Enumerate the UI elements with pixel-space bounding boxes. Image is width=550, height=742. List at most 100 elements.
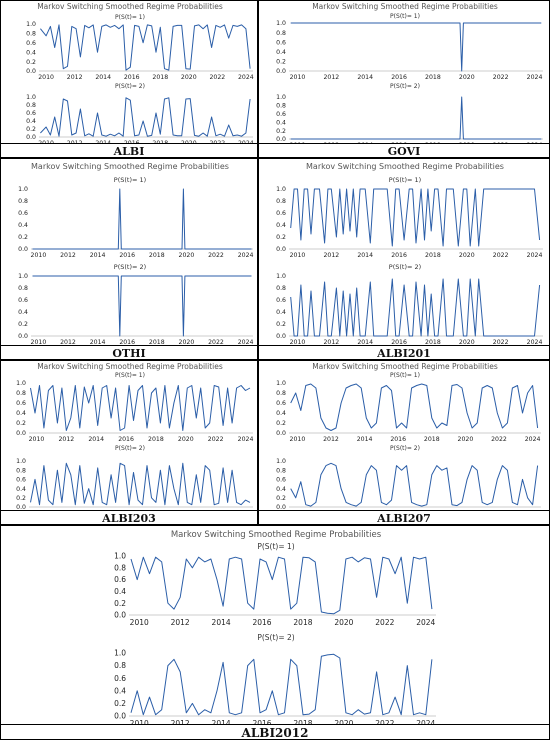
y-tick-label: 0.0 bbox=[26, 68, 36, 75]
y-tick-label: 0.4 bbox=[16, 486, 26, 493]
y-tick-label: 0.2 bbox=[114, 699, 126, 708]
y-tick-label: 1.0 bbox=[18, 186, 28, 193]
x-tick-label: 2024 bbox=[238, 140, 254, 143]
panel-title: P(S(t)= 1) bbox=[389, 176, 421, 184]
x-tick-label: 2016 bbox=[391, 74, 407, 81]
chart-title: Markov Switching Smoothed Regime Probabi… bbox=[171, 530, 382, 540]
x-tick-label: 2012 bbox=[323, 339, 339, 345]
x-tick-label: 2016 bbox=[119, 252, 135, 259]
x-tick-label: 2018 bbox=[425, 252, 441, 259]
x-tick-label: 2018 bbox=[293, 618, 312, 627]
x-tick-label: 2022 bbox=[208, 339, 224, 345]
x-tick-label: 2024 bbox=[527, 74, 543, 81]
chart-title: Markov Switching Smoothed Regime Probabi… bbox=[37, 362, 223, 371]
chart-svg: Markov Switching Smoothed Regime Probabi… bbox=[276, 362, 541, 510]
y-tick-label: 0.0 bbox=[114, 712, 126, 721]
y-tick-label: 0.2 bbox=[276, 495, 286, 502]
x-tick-label: 2018 bbox=[293, 719, 312, 724]
x-tick-label: 2022 bbox=[375, 618, 394, 627]
x-tick-label: 2020 bbox=[459, 252, 475, 259]
panel-title: P(S(t)= 2) bbox=[389, 263, 421, 271]
y-tick-label: 0.2 bbox=[26, 126, 36, 133]
y-tick-label: 0.2 bbox=[114, 599, 126, 608]
y-tick-label: 0.8 bbox=[276, 198, 286, 205]
y-tick-label: 0.2 bbox=[16, 495, 26, 502]
x-tick-label: 2016 bbox=[124, 140, 140, 143]
y-tick-label: 0.0 bbox=[276, 333, 286, 340]
chart-cell-govi: Markov Switching Smoothed Regime Probabi… bbox=[258, 0, 550, 158]
series-line bbox=[130, 556, 433, 615]
chart-cell-albi201: Markov Switching Smoothed Regime Probabi… bbox=[258, 158, 550, 360]
y-tick-label: 0.6 bbox=[276, 477, 286, 484]
x-tick-label: 2022 bbox=[493, 339, 509, 345]
chart-caption: GOVI bbox=[259, 143, 549, 160]
chart-caption: ALBI207 bbox=[259, 510, 549, 527]
x-tick-label: 2020 bbox=[179, 252, 195, 259]
y-tick-label: 0.4 bbox=[276, 309, 286, 316]
y-tick-label: 1.0 bbox=[114, 552, 126, 561]
y-tick-label: 0.8 bbox=[276, 390, 286, 397]
x-tick-label: 2024 bbox=[525, 436, 541, 443]
y-tick-label: 0.4 bbox=[276, 486, 286, 493]
panel-title: P(S(t)= 2) bbox=[257, 633, 294, 642]
y-tick-label: 0.8 bbox=[18, 285, 28, 292]
y-tick-label: 0.8 bbox=[26, 31, 36, 38]
y-tick-label: 0.4 bbox=[18, 222, 28, 229]
x-tick-label: 2010 bbox=[130, 618, 149, 627]
x-tick-label: 2014 bbox=[90, 252, 106, 259]
x-tick-label: 2014 bbox=[357, 74, 373, 81]
x-tick-label: 2014 bbox=[95, 140, 111, 143]
y-tick-label: 0.8 bbox=[26, 102, 36, 109]
x-tick-label: 2022 bbox=[208, 436, 224, 443]
chart-title: Markov Switching Smoothed Regime Probabi… bbox=[31, 162, 229, 171]
chart-caption: OTHI bbox=[1, 345, 257, 362]
x-tick-label: 2012 bbox=[67, 74, 83, 81]
x-tick-label: 2018 bbox=[152, 74, 168, 81]
x-tick-label: 2016 bbox=[252, 618, 271, 627]
x-tick-label: 2012 bbox=[323, 74, 339, 81]
chart-title: Markov Switching Smoothed Regime Probabi… bbox=[312, 2, 498, 11]
y-tick-label: 1.0 bbox=[276, 458, 286, 465]
x-tick-label: 2012 bbox=[58, 436, 74, 443]
x-tick-label: 2020 bbox=[179, 339, 195, 345]
x-tick-label: 2018 bbox=[425, 142, 441, 143]
panel-title: P(S(t)= 1) bbox=[115, 14, 145, 21]
x-tick-label: 2010 bbox=[290, 74, 306, 81]
x-tick-label: 2024 bbox=[527, 252, 543, 259]
y-tick-label: 0.0 bbox=[16, 504, 26, 510]
series-line bbox=[32, 188, 252, 250]
y-tick-label: 0.6 bbox=[276, 400, 286, 407]
series-line bbox=[290, 96, 542, 140]
y-tick-label: 0.6 bbox=[18, 297, 28, 304]
series-line bbox=[32, 275, 252, 337]
x-tick-label: 2024 bbox=[527, 339, 543, 345]
chart-cell-albi207: Markov Switching Smoothed Regime Probabi… bbox=[258, 360, 550, 525]
y-tick-label: 0.2 bbox=[16, 420, 26, 427]
y-tick-label: 0.8 bbox=[114, 661, 126, 670]
chart-svg: Markov Switching Smoothed Regime Probabi… bbox=[276, 162, 543, 345]
chart-svg: Markov Switching Smoothed Regime Probabi… bbox=[26, 2, 254, 143]
chart-title: Markov Switching Smoothed Regime Probabi… bbox=[312, 362, 498, 371]
x-tick-label: 2018 bbox=[424, 436, 440, 443]
series-line bbox=[40, 24, 251, 71]
x-tick-label: 2020 bbox=[334, 719, 353, 724]
x-tick-label: 2018 bbox=[148, 436, 164, 443]
chart-cell-othi: Markov Switching Smoothed Regime Probabi… bbox=[0, 158, 258, 360]
y-tick-label: 0.6 bbox=[276, 210, 286, 217]
chart-title: Markov Switching Smoothed Regime Probabi… bbox=[37, 2, 223, 11]
y-tick-label: 0.8 bbox=[16, 390, 26, 397]
x-tick-label: 2024 bbox=[238, 252, 254, 259]
y-tick-label: 0.4 bbox=[276, 119, 286, 126]
x-tick-label: 2016 bbox=[391, 252, 407, 259]
chart-caption: ALBI203 bbox=[1, 510, 257, 527]
x-tick-label: 2012 bbox=[323, 252, 339, 259]
x-tick-label: 2022 bbox=[491, 436, 507, 443]
y-tick-label: 1.0 bbox=[26, 94, 36, 101]
y-tick-label: 1.0 bbox=[16, 458, 26, 465]
x-tick-label: 2024 bbox=[527, 142, 543, 143]
x-tick-label: 2014 bbox=[95, 74, 111, 81]
x-tick-label: 2010 bbox=[290, 339, 306, 345]
y-tick-label: 0.6 bbox=[114, 674, 126, 683]
y-tick-label: 0.0 bbox=[16, 430, 26, 437]
